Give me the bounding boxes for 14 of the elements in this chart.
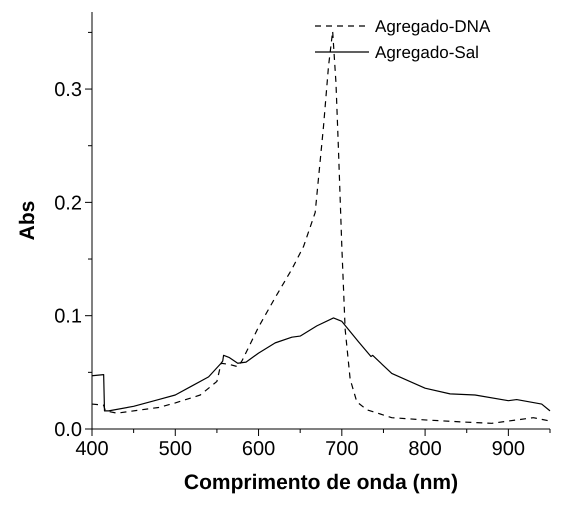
x-tick-label: 500 [158, 438, 192, 460]
legend-label: Agregado-DNA [375, 17, 491, 36]
x-tick-label: 800 [408, 438, 442, 460]
y-tick-label: 0.3 [54, 79, 82, 102]
y-axis-title: Abs [16, 200, 39, 240]
y-tick-label: 0.1 [54, 306, 82, 328]
x-tick-label: 900 [492, 438, 526, 460]
legend-label: Agregado-Sal [375, 43, 479, 62]
x-tick-label: 400 [75, 438, 109, 460]
y-tick-label: 0.2 [54, 192, 82, 214]
x-axis-title: Comprimento de onda (nm) [184, 471, 458, 494]
x-tick-label: 600 [242, 438, 276, 460]
x-tick-label: 700 [325, 438, 359, 460]
text: 0.0 [54, 419, 82, 441]
